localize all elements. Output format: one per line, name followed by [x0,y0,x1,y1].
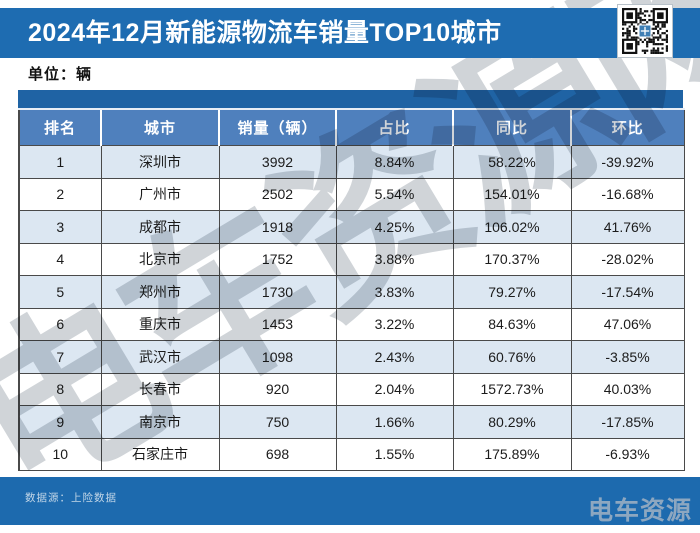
table-cell: 79.27% [452,275,572,309]
table-row: 9 南京市 750 1.66% 80.29% -17.85% [18,405,685,439]
table-row: 5 郑州市 1730 3.83% 79.27% -17.54% [18,275,685,309]
table-cell: 8.84% [335,145,454,179]
table-cell: 58.22% [452,145,572,179]
table-cell: 170.37% [452,242,572,276]
column-header-sales: 销量（辆） [218,108,336,146]
qr-code [617,4,673,58]
table-cell: 2 [18,177,102,211]
table-cell: 2502 [218,177,337,211]
table-cell: 3.88% [335,242,454,276]
table-cell: -39.92% [570,145,685,179]
table-cell: 1453 [218,307,337,341]
column-header-mom: 环比 [570,108,684,146]
table-cell: 175.89% [452,437,572,471]
table-cell: 1 [18,145,102,179]
table-cell: 石家庄市 [100,437,220,471]
table-cell: 80.29% [452,405,572,439]
table-cell: 深圳市 [100,145,220,179]
table-cell: -28.02% [570,242,685,276]
table-row: 3 成都市 1918 4.25% 106.02% 41.76% [18,210,685,244]
unit-label: 单位：辆 [28,66,93,83]
table-row: 4 北京市 1752 3.88% 170.37% -28.02% [18,242,685,276]
table-cell: -17.85% [570,405,685,439]
table-cell: 重庆市 [100,307,220,341]
table-cell: 郑州市 [100,275,220,309]
site-logo: 电车资源 [587,497,692,525]
table-header-row: 排名 城市 销量（辆） 占比 同比 环比 [19,108,684,146]
table-cell: 长春市 [100,372,220,406]
table-cell: 920 [218,372,337,406]
table-cell: 5 [18,275,102,309]
table-row: 8 长春市 920 2.04% 1572.73% 40.03% [18,372,685,406]
table-row: 2 广州市 2502 5.54% 154.01% -16.68% [18,177,685,211]
table-cell: -17.54% [570,275,685,309]
table-cell: 广州市 [100,177,220,211]
table-cell: 6 [18,307,102,341]
table-cell: -6.93% [570,437,685,471]
table-cell: 40.03% [570,372,685,406]
table-cell: 1730 [218,275,337,309]
table-cell: 武汉市 [100,340,220,374]
table-cell: 7 [18,340,102,374]
column-header-rank: 排名 [19,108,101,146]
table-cell: 1.55% [335,437,454,471]
table-cell: 47.06% [570,307,685,341]
page-title: 2024年12月新能源物流车销量TOP10城市 [28,19,502,47]
table-cell: 4 [18,242,102,276]
table-cell: 698 [218,437,337,471]
table-cell: 3.22% [335,307,454,341]
table-cell: 成都市 [100,210,220,244]
table-cell: 60.76% [452,340,572,374]
table-cell: 2.43% [335,340,454,374]
table-row: 7 武汉市 1098 2.43% 60.76% -3.85% [18,340,685,374]
table-cell: -16.68% [570,177,685,211]
table-cell: 3 [18,210,102,244]
table-cell: 4.25% [335,210,454,244]
table-cell: 84.63% [452,307,572,341]
table-cell: 154.01% [452,177,572,211]
table-cell: 1098 [218,340,337,374]
data-source-label: 数据源：上险数据 [25,492,117,504]
table-top-strip [18,90,683,108]
column-header-share: 占比 [335,108,453,146]
table-cell: 2.04% [335,372,454,406]
table-cell: -3.85% [570,340,685,374]
column-header-city: 城市 [100,108,219,146]
table-body: 1 深圳市 3992 8.84% 58.22% -39.92% 2 广州市 2502 5.54% 1… [18,145,685,471]
table-cell: 北京市 [100,242,220,276]
table-row: 1 深圳市 3992 8.84% 58.22% -39.92% [18,145,685,179]
sales-table-container: 排名 城市 销量（辆） 占比 同比 环比 1 深圳市 3992 8.84% 58.22%… [18,90,685,471]
table-cell: 3.83% [335,275,454,309]
table-cell: 750 [218,405,337,439]
footer-bar: 数据源：上险数据 电车资源 [0,477,700,525]
table-cell: 3992 [218,145,337,179]
qr-code-pattern [622,8,668,54]
table-cell: 5.54% [335,177,454,211]
title-bar: 2024年12月新能源物流车销量TOP10城市 [0,8,700,58]
table-row: 6 重庆市 1453 3.22% 84.63% 47.06% [18,307,685,341]
table-cell: 106.02% [452,210,572,244]
table-header: 排名 城市 销量（辆） 占比 同比 环比 [19,108,684,146]
table-cell: 1752 [218,242,337,276]
table-cell: 8 [18,372,102,406]
table-cell: 9 [18,405,102,439]
table-cell: 10 [18,437,102,471]
table-cell: 南京市 [100,405,220,439]
table-cell: 1.66% [335,405,454,439]
table-row: 10 石家庄市 698 1.55% 175.89% -6.93% [18,437,685,471]
table-cell: 41.76% [570,210,685,244]
table-cell: 1918 [218,210,337,244]
table-cell: 1572.73% [452,372,572,406]
sales-table: 排名 城市 销量（辆） 占比 同比 环比 1 深圳市 3992 8.84% 58.22%… [18,108,685,471]
column-header-yoy: 同比 [452,108,571,146]
